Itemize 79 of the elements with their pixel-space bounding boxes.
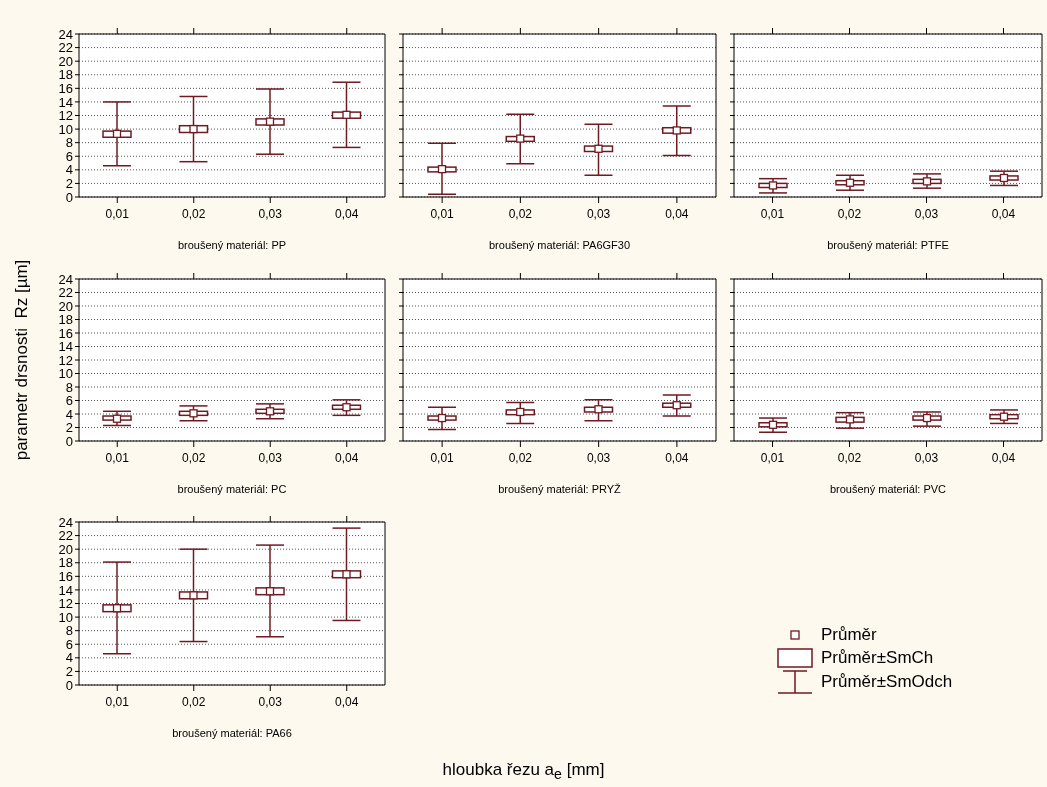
y-tick-label: 10	[58, 366, 73, 382]
x-axis-title: hloubka řezu a$_{e}$ [mm]	[441, 760, 606, 783]
x-tick-label: 0,02	[837, 450, 862, 465]
y-tick-label: 6	[65, 636, 73, 652]
y-tick-label: 24	[58, 26, 73, 42]
y-tick-label: 16	[58, 568, 73, 584]
y-tick-label: 18	[58, 312, 73, 328]
y-tick-label: 22	[58, 40, 73, 56]
x-tick-label: 0,01	[430, 206, 455, 221]
y-tick-label: 16	[58, 325, 73, 341]
y-tick-label: 4	[65, 650, 73, 666]
x-tick-label: 0,04	[665, 206, 689, 221]
text: Průměr±SmOdch	[821, 672, 953, 692]
x-tick-label: 0,04	[991, 450, 1016, 465]
y-tick-label: 2	[65, 420, 73, 436]
y-tick-label: 4	[65, 162, 73, 178]
x-tick-label: 0,03	[258, 694, 283, 709]
text: Průměr±SmCh	[821, 648, 934, 668]
x-tick-label: 0,03	[586, 450, 611, 465]
x-tick-label: 0,02	[182, 694, 206, 709]
y-tick-label: 20	[58, 298, 73, 314]
x-tick-label: 0,01	[760, 206, 785, 221]
y-tick-label: 20	[58, 541, 73, 557]
y-tick-label: 14	[58, 582, 73, 598]
y-tick-label: 12	[58, 596, 73, 612]
y-tick-label: 8	[65, 135, 73, 151]
y-tick-label: 10	[58, 121, 73, 137]
text: broušený materiál: PA6GF30	[488, 239, 631, 251]
y-tick-label: 16	[58, 80, 73, 96]
y-tick-label: 24	[58, 514, 73, 530]
x-tick-label: 0,03	[258, 206, 283, 221]
y-tick-label: 14	[58, 94, 73, 110]
y-tick-label: 6	[65, 393, 73, 409]
y-tick-label: 0	[65, 677, 73, 693]
y-tick-label: 8	[65, 379, 73, 395]
y-tick-label: 6	[65, 148, 73, 164]
x-tick-label: 0,01	[105, 206, 130, 221]
text: broušený materiál: PVC	[828, 483, 948, 495]
y-tick-label: 14	[58, 339, 73, 355]
y-tick-label: 2	[65, 176, 73, 192]
y-tick-label: 22	[58, 528, 73, 544]
text: broušený materiál: PC	[176, 483, 288, 495]
x-tick-label: 0,01	[760, 450, 785, 465]
x-tick-label: 0,03	[586, 206, 611, 221]
y-tick-label: 0	[65, 189, 73, 205]
x-tick-label: 0,02	[837, 206, 862, 221]
x-tick-label: 0,01	[105, 694, 130, 709]
x-tick-label: 0,04	[991, 206, 1016, 221]
x-tick-label: 0,02	[508, 450, 533, 465]
text: broušený materiál: PTFE	[826, 239, 950, 251]
y-axis-title: parametr drsnosti Rz [µm]	[12, 259, 32, 461]
y-tick-label: 8	[65, 623, 73, 639]
x-tick-label: 0,03	[258, 450, 283, 465]
y-tick-label: 12	[58, 352, 73, 368]
x-tick-label: 0,02	[182, 450, 206, 465]
y-tick-label: 18	[58, 555, 73, 571]
x-tick-label: 0,03	[914, 450, 939, 465]
text: broušený materiál: PA66	[171, 727, 293, 739]
y-tick-label: 10	[58, 609, 73, 625]
y-tick-label: 24	[58, 271, 73, 287]
x-tick-label: 0,01	[105, 450, 130, 465]
x-tick-label: 0,04	[335, 450, 359, 465]
y-tick-label: 12	[58, 108, 73, 124]
text: Průměr	[821, 625, 877, 645]
x-tick-label: 0,02	[508, 206, 533, 221]
x-tick-label: 0,04	[335, 694, 359, 709]
x-tick-label: 0,01	[430, 450, 455, 465]
y-tick-label: 22	[58, 285, 73, 301]
x-tick-label: 0,03	[914, 206, 939, 221]
text: broušený materiál: PP	[176, 239, 288, 251]
y-tick-label: 0	[65, 433, 73, 449]
x-tick-label: 0,04	[335, 206, 359, 221]
x-tick-label: 0,04	[665, 450, 689, 465]
y-tick-label: 2	[65, 664, 73, 680]
y-tick-label: 4	[65, 406, 73, 422]
y-tick-label: 18	[58, 67, 73, 83]
text: broušený materiál: PRYŽ	[497, 483, 622, 495]
x-tick-label: 0,02	[182, 206, 206, 221]
y-tick-label: 20	[58, 53, 73, 69]
